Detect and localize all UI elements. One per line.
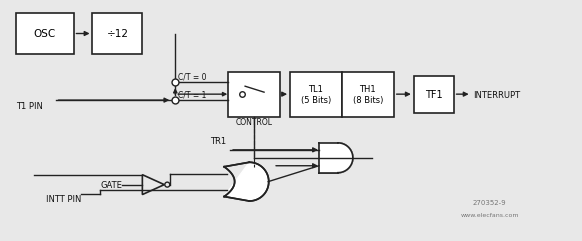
Bar bbox=[290, 72, 342, 117]
Text: TF1: TF1 bbox=[425, 90, 442, 100]
Text: GATE: GATE bbox=[101, 181, 122, 190]
Text: INTT PIN: INTT PIN bbox=[45, 194, 81, 204]
Bar bbox=[93, 13, 143, 54]
Text: OSC: OSC bbox=[33, 28, 56, 39]
Bar bbox=[228, 72, 280, 117]
Text: TL1
(5 Bits): TL1 (5 Bits) bbox=[301, 85, 331, 105]
Bar bbox=[16, 13, 73, 54]
Text: C/T = 0: C/T = 0 bbox=[178, 72, 207, 81]
Text: www.elecfans.com: www.elecfans.com bbox=[460, 214, 519, 218]
Text: TR1: TR1 bbox=[210, 137, 226, 146]
Bar bbox=[414, 76, 453, 113]
Polygon shape bbox=[224, 162, 269, 201]
Text: 270352-9: 270352-9 bbox=[473, 200, 506, 206]
Polygon shape bbox=[319, 143, 353, 173]
Text: TH1
(8 Bits): TH1 (8 Bits) bbox=[353, 85, 383, 105]
Text: T1 PIN: T1 PIN bbox=[16, 102, 42, 111]
Text: CONTROL: CONTROL bbox=[236, 118, 272, 127]
Bar bbox=[342, 72, 394, 117]
Text: C/T = 1: C/T = 1 bbox=[178, 90, 207, 99]
Text: ÷12: ÷12 bbox=[107, 28, 129, 39]
Text: INTERRUPT: INTERRUPT bbox=[474, 91, 521, 100]
